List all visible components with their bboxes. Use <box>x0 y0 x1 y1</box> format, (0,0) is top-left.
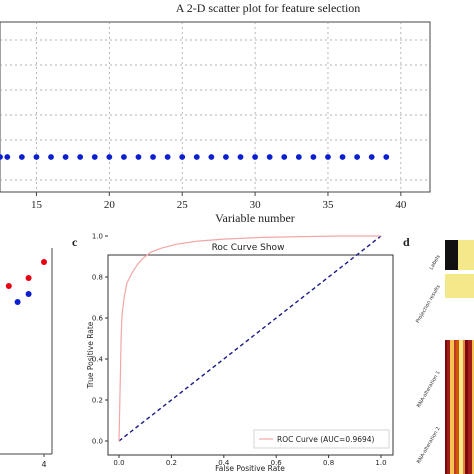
panel-c-y-tick-label: 0.8 <box>92 274 103 282</box>
panel-b-point <box>25 291 32 297</box>
heatmap-cell <box>454 340 456 474</box>
roc-curve-line <box>118 235 381 442</box>
panel-c-letter: c <box>72 235 78 249</box>
legend-box <box>253 429 390 449</box>
panel-a-point <box>62 154 69 160</box>
panel-a-x-tick-label: 30 <box>250 199 262 211</box>
panel-a-x-ticks: 15 20 25 30 35 40 <box>31 192 407 211</box>
panel-a-point <box>339 154 346 160</box>
heatmap-row-label: Labels <box>428 254 441 271</box>
panel-c-y-tick-label: 0.2 <box>92 397 103 405</box>
panel-a-point <box>33 154 40 160</box>
panel-a-point <box>325 154 331 160</box>
panel-a-x-axis-label: Variable number <box>215 211 295 225</box>
heatmap-rna-rows <box>445 340 474 474</box>
panel-a-x-tick-label: 20 <box>104 199 116 211</box>
panel-a-point <box>281 154 288 160</box>
panel-a-x-tick-label: 25 <box>177 199 189 211</box>
panel-d: d Labels Projection results RNA-alteration… <box>403 235 474 474</box>
panel-a-point <box>48 154 54 160</box>
panel-a-point <box>368 154 375 160</box>
panel-c-title: Roc Curve Show <box>212 243 285 253</box>
heatmap-projection-row <box>445 274 474 298</box>
panel-a-x-tick-label: 40 <box>395 199 407 211</box>
panel-b-point <box>41 259 47 265</box>
panel-a-title: A 2-D scatter plot for feature selection <box>176 1 361 15</box>
panel-a-point <box>223 154 229 160</box>
heatmap-cell <box>468 340 472 474</box>
panel-c-frame <box>107 254 394 456</box>
panel-a-point <box>91 154 98 160</box>
panel-a-point <box>18 154 25 160</box>
heatmap-cell <box>465 340 468 474</box>
panel-a-point <box>354 154 361 160</box>
panel-c-y-tick-label: 0.4 <box>92 356 104 364</box>
heatmap-labels-dark-cell <box>445 240 458 270</box>
panel-a-x-tick-label: 15 <box>31 199 43 211</box>
panel-a-point <box>77 154 84 160</box>
panel-a-x-tick-label: 35 <box>322 199 334 211</box>
panel-c-x-tick-label: 0.2 <box>166 459 177 467</box>
heatmap-cell <box>456 340 459 474</box>
panel-c-y-tick-label: 0.6 <box>92 315 104 323</box>
panel-c-y-tick-label: 1.0 <box>92 233 103 241</box>
panel-c-x-axis-label: False Positive Rate <box>215 464 285 473</box>
panel-b-x-tick-label: 4 <box>41 460 46 469</box>
heatmap-cell <box>463 340 465 474</box>
panel-a-frame <box>0 21 431 193</box>
panel-c-ticks: 0.0 0.2 0.4 0.6 0.8 1.0 0.0 0.2 0.4 0.6 0.8 1.0 <box>92 233 387 468</box>
heatmap-row-label: RNA-alteration 1 <box>416 370 442 409</box>
panel-c-x-tick-label: 0.8 <box>323 459 334 467</box>
heatmap-cell <box>459 340 463 474</box>
panel-b-point <box>5 283 12 289</box>
panel-a-point <box>135 154 142 160</box>
panel-b-points <box>5 259 47 305</box>
panel-c-legend: ROC Curve (AUC=0.9694) <box>253 429 390 449</box>
panel-c-x-tick-label: 1.0 <box>375 459 386 467</box>
panel-c-x-tick-label: 0.0 <box>113 459 124 467</box>
panel-b-x-ticks: 4 <box>41 454 47 469</box>
panel-a-point <box>237 154 244 160</box>
panel-d-letter: d <box>403 235 410 249</box>
panel-c-x-tick-label: 0.4 <box>218 459 230 467</box>
panel-a-grid <box>0 22 430 192</box>
heatmap-row-labels: Labels Projection results RNA-alteration 1… <box>415 254 442 465</box>
panel-a-point <box>383 154 390 160</box>
panel-c-y-axis-label: True Positive Rate <box>86 321 95 389</box>
panel-b-point <box>14 299 21 305</box>
heatmap-row-label: Projection results <box>415 284 442 325</box>
heatmap-row-label: RNA-alteration 2 <box>416 426 442 465</box>
panel-a: A 2-D scatter plot for feature selection… <box>0 1 431 225</box>
panel-a-point <box>252 154 258 160</box>
heatmap-cell <box>445 340 447 474</box>
panel-a-point <box>310 154 317 160</box>
panel-a-point <box>106 154 113 160</box>
panel-a-point <box>193 154 200 160</box>
panel-a-point <box>266 154 273 160</box>
panel-c: c Roc Curve Show 0.0 0.2 0.4 0.6 0.8 1.00.00.… <box>72 233 394 473</box>
panel-a-point <box>120 154 127 160</box>
panel-c-x-tick-label: 0.6 <box>271 459 283 467</box>
panel-a-point <box>179 154 186 160</box>
panel-b-point <box>25 275 32 281</box>
roc-diagonal-line <box>118 235 382 442</box>
panel-a-point <box>4 154 11 160</box>
heatmap-cell <box>450 340 454 474</box>
panel-a-point <box>0 154 3 160</box>
panel-a-point <box>150 154 156 160</box>
panel-a-point <box>295 154 302 160</box>
panel-a-point <box>208 154 215 160</box>
panel-a-points <box>0 154 390 160</box>
legend-roc-label: ROC Curve (AUC=0.9694) <box>277 435 375 444</box>
heatmap-cell <box>447 340 450 474</box>
panel-c-y-tick-label: 0.0 <box>92 438 103 446</box>
panel-b: 4 <box>0 248 53 469</box>
heatmap-cell <box>472 340 474 474</box>
panel-a-point <box>164 154 171 160</box>
